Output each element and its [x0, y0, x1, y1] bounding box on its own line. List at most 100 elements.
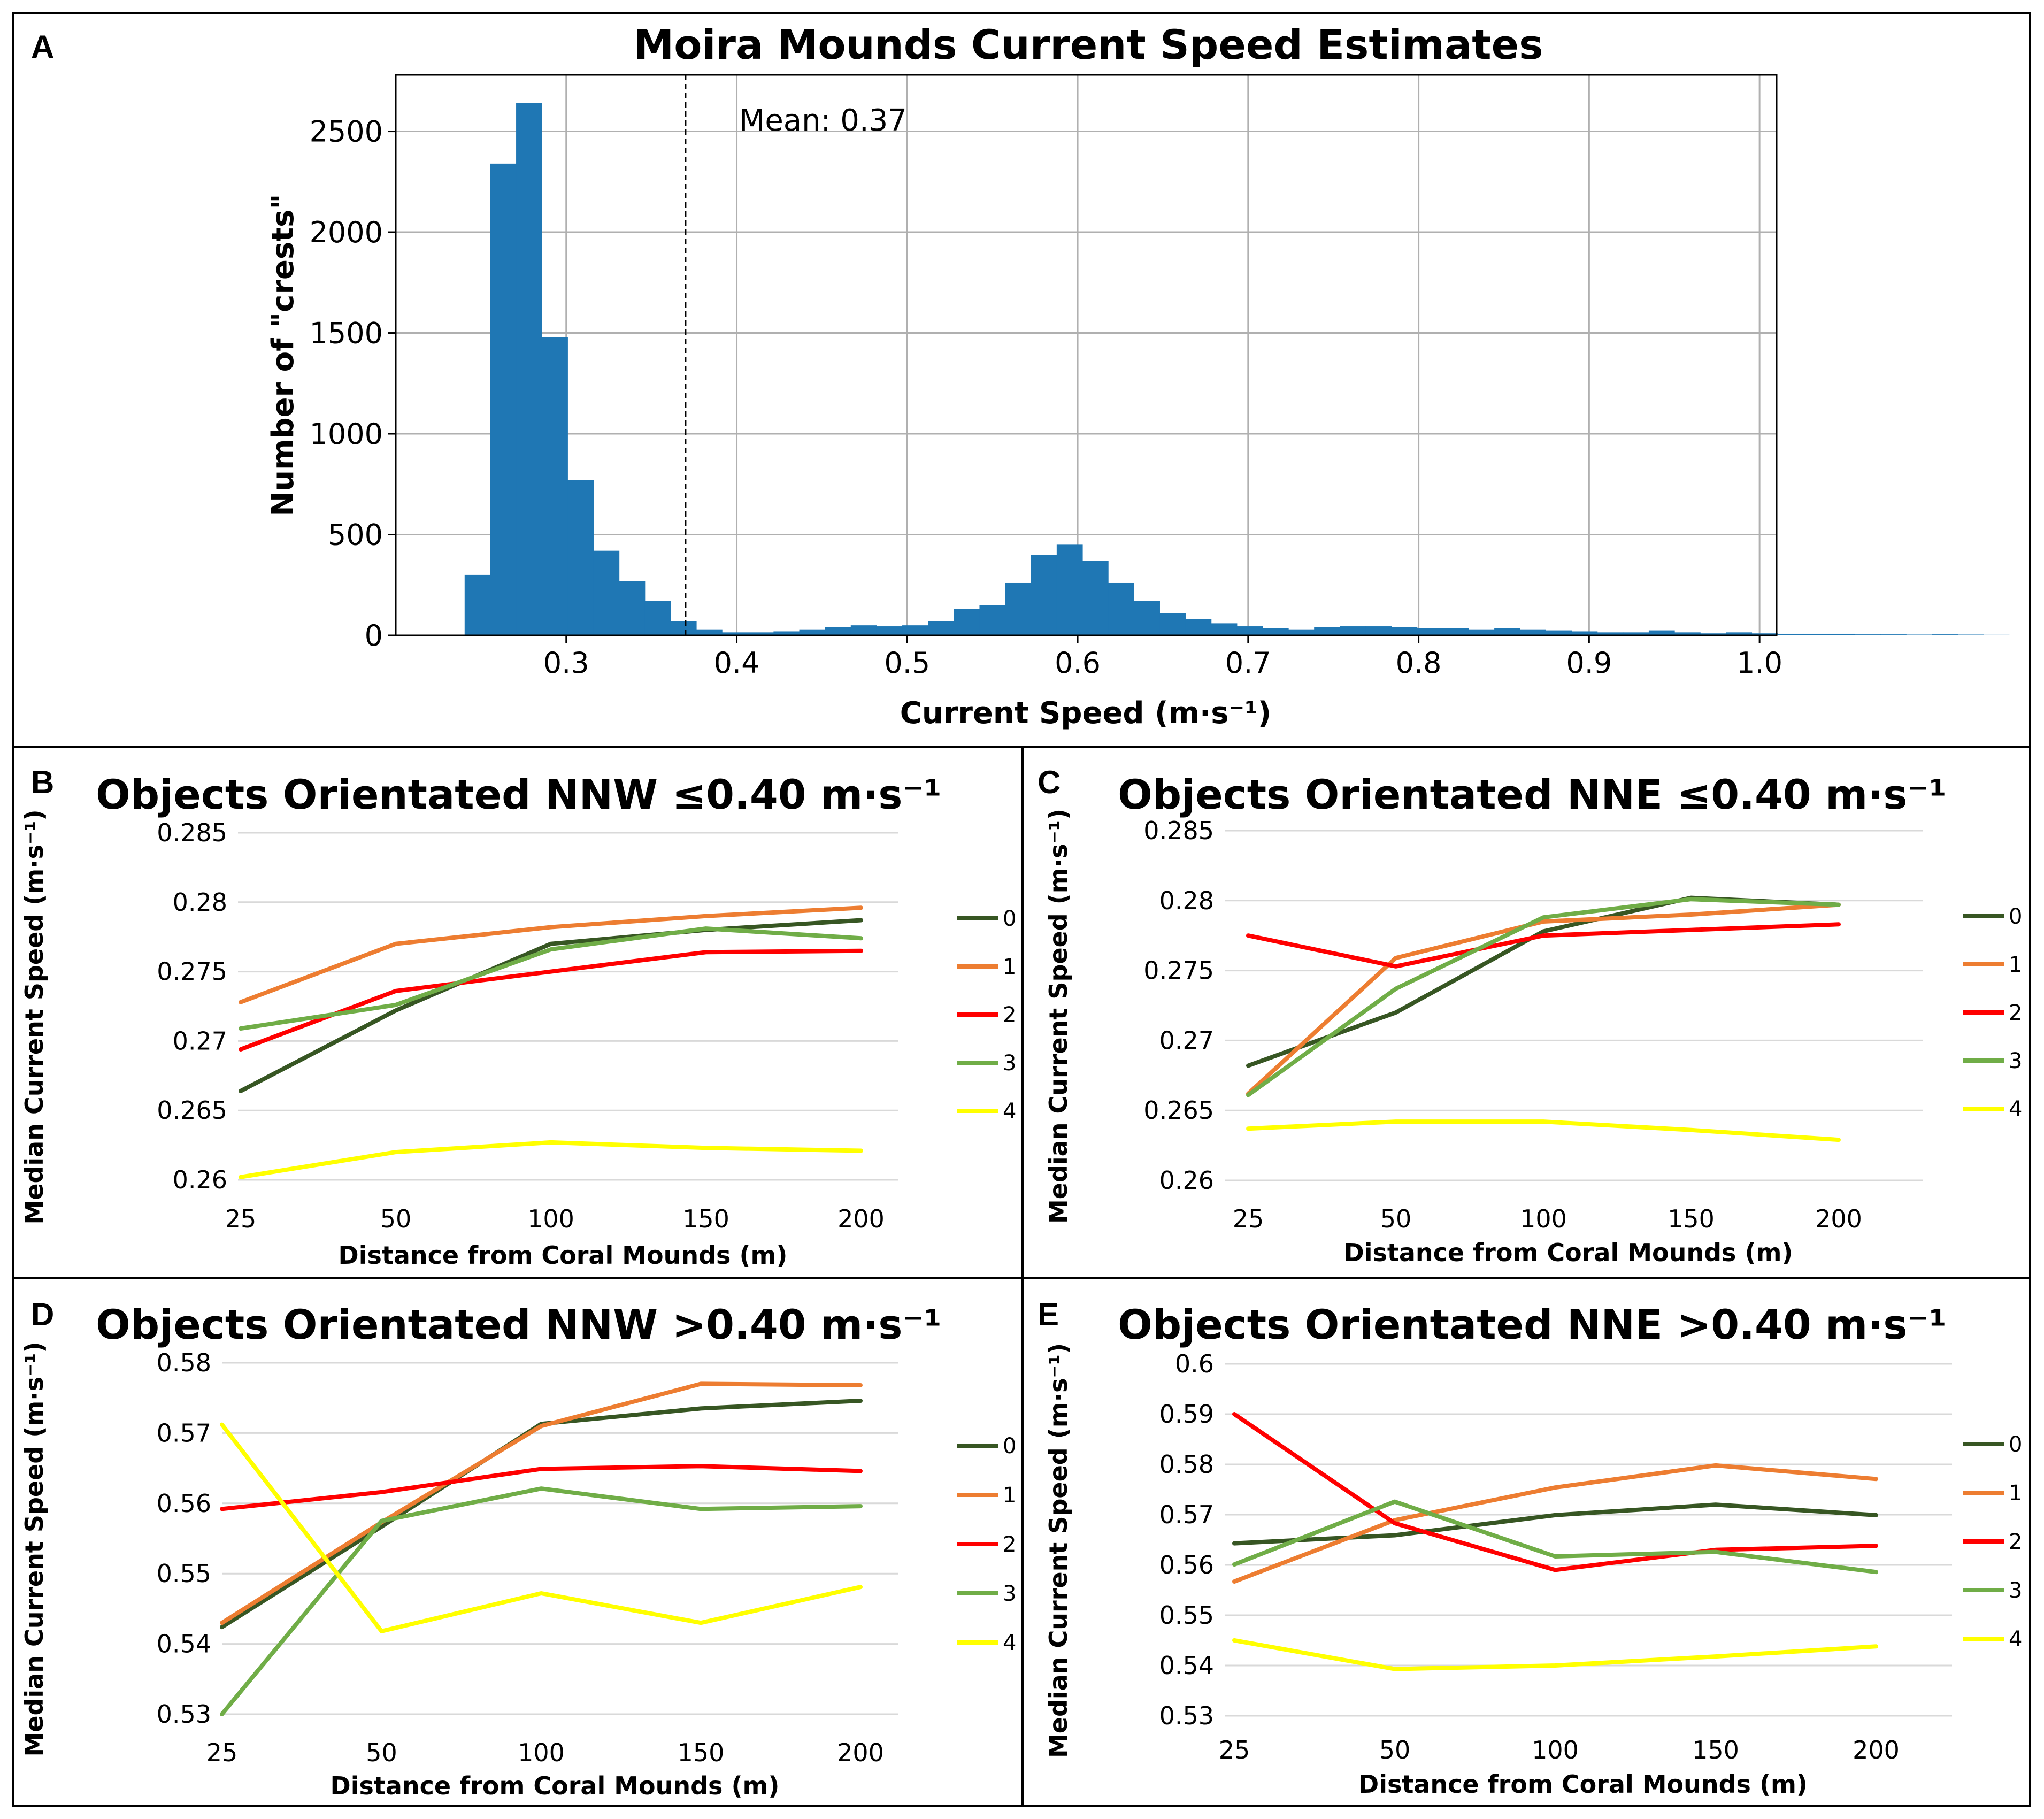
histogram-bar — [1031, 555, 1057, 635]
nnw-high-speed-chart: 0.53 0.54 0.55 0.56 0.57 0.58 25 50 100 150 200 0 1 2… — [20, 1301, 1016, 1800]
histogram-bar — [1005, 582, 1032, 635]
histogram-bar — [1854, 634, 1881, 635]
y-tick-label: 0.58 — [157, 1348, 211, 1377]
histogram-bar — [619, 581, 646, 635]
histogram-bar — [1828, 633, 1855, 635]
histogram-bar — [928, 621, 954, 635]
panel-b-letter: B — [31, 764, 54, 800]
y-tick-label: 0.26 — [1159, 1166, 1214, 1195]
series-line-3 — [1232, 1499, 1878, 1575]
histogram-bar — [1880, 634, 1907, 635]
x-tick-label: 200 — [1815, 1204, 1862, 1233]
series-line-3 — [239, 926, 863, 1031]
series-line-2 — [1232, 1412, 1878, 1572]
histogram-bar — [902, 625, 928, 635]
legend-label-1: 1 — [2009, 1481, 2022, 1506]
histogram-bar — [1442, 628, 1469, 635]
x-tick-label: 0.5 — [884, 646, 930, 680]
y-tick-label: 0.275 — [1143, 956, 1214, 985]
series-line-0 — [1232, 1502, 1878, 1546]
histogram-bar — [979, 605, 1006, 635]
panel-e: E 0.530.540.550.560.570.580.590.625 50 100… — [1021, 1277, 2031, 1807]
histogram-bar — [1494, 628, 1520, 635]
histogram-bar — [1957, 634, 1984, 635]
series-line-1 — [239, 905, 863, 1004]
histogram-bar — [1262, 628, 1289, 635]
histogram-bar — [1417, 628, 1443, 635]
panel-b: B 0.26 0.265 0.27 0.275 0.28 0.285 25 50 100 150 2… — [12, 746, 1024, 1279]
y-tick-label: 1500 — [310, 317, 383, 350]
x-tick-label: 100 — [527, 1204, 574, 1233]
legend-label-4: 4 — [1003, 1631, 1016, 1655]
y-tick-label: 0.54 — [1159, 1651, 1214, 1680]
y-tick-label: 0.56 — [157, 1489, 211, 1518]
mean-annotation: Mean: 0.37 — [739, 103, 907, 138]
y-tick-label: 0.55 — [157, 1559, 211, 1588]
legend-label-4: 4 — [1003, 1099, 1016, 1124]
legend-label-4: 4 — [2009, 1097, 2022, 1122]
histogram-bar — [1520, 629, 1546, 635]
histogram-bar — [696, 629, 723, 635]
legend-label-2: 2 — [1003, 1532, 1016, 1557]
y-tick-label: 0.57 — [1159, 1500, 1214, 1529]
histogram-bar — [1056, 544, 1083, 635]
histogram-bar — [1906, 634, 1932, 635]
y-tick-label: 0.27 — [173, 1026, 227, 1055]
series-line-2 — [220, 1464, 863, 1511]
x-tick-label: 150 — [678, 1738, 725, 1767]
histogram-bar — [722, 632, 748, 635]
x-tick-label: 200 — [837, 1738, 884, 1767]
y-tick-label: 0.57 — [157, 1418, 211, 1447]
histogram-bar — [1108, 582, 1134, 635]
y-tick-label: 0.53 — [1159, 1701, 1214, 1730]
histogram-bar — [516, 103, 542, 635]
legend-label-3: 3 — [2009, 1049, 2022, 1073]
histogram-bar — [1546, 630, 1572, 635]
histogram-bar — [1648, 630, 1675, 635]
series-line-4 — [220, 1422, 863, 1633]
series-line-4 — [1246, 1119, 1841, 1142]
x-axis-label: Distance from Coral Mounds (m) — [1358, 1770, 1808, 1799]
panel-d-letter: D — [31, 1296, 54, 1332]
x-tick-label: 0.8 — [1396, 646, 1442, 680]
histogram-bar — [1211, 623, 1238, 635]
legend-label-1: 1 — [1003, 955, 1016, 979]
x-tick-label: 100 — [1520, 1204, 1567, 1233]
series-line-4 — [239, 1140, 863, 1179]
histogram-bar — [464, 574, 491, 635]
histogram-bar — [773, 631, 800, 635]
histogram-bar — [1726, 632, 1753, 635]
x-tick-label: 50 — [366, 1738, 397, 1767]
legend-label-2: 2 — [1003, 1003, 1016, 1027]
histogram-bar — [1623, 632, 1649, 635]
y-tick-label: 2500 — [310, 115, 383, 149]
legend-label-2: 2 — [2009, 1001, 2022, 1025]
y-axis-label: Median Current Speed (m·s⁻¹) — [1044, 1343, 1073, 1758]
legend-label-0: 0 — [2009, 1432, 2022, 1457]
x-tick-label: 0.3 — [543, 646, 589, 680]
y-tick-label: 0.54 — [157, 1630, 211, 1659]
y-tick-label: 500 — [328, 518, 383, 552]
series-line-3 — [220, 1486, 863, 1716]
histogram-bar — [1340, 626, 1366, 635]
x-tick-label: 200 — [1853, 1736, 1900, 1764]
y-tick-label: 2000 — [310, 216, 383, 249]
x-tick-label: 50 — [1380, 1204, 1412, 1233]
chart-title: Objects Orientated NNW ≤0.40 m·s⁻¹ — [96, 771, 942, 818]
x-axis-label: Distance from Coral Mounds (m) — [339, 1241, 788, 1270]
panel-a: A Mean: 0.37 0.3 0.4 0.5 0.6 0.7 0.8 0.9 1.0 0 500… — [12, 12, 2031, 748]
y-tick-label: 0.28 — [1159, 886, 1214, 915]
panel-c-letter: C — [1038, 764, 1061, 800]
histogram-bar — [1597, 632, 1624, 635]
histogram-bar — [876, 626, 903, 635]
legend-label-3: 3 — [2009, 1578, 2022, 1603]
y-tick-label: 0.275 — [157, 957, 227, 986]
y-tick-label: 0.59 — [1159, 1400, 1214, 1429]
y-tick-label: 0.55 — [1159, 1601, 1214, 1630]
series-line-2 — [239, 948, 863, 1052]
histogram-bar — [1288, 629, 1315, 635]
y-tick-label: 0.26 — [173, 1165, 227, 1194]
chart-title: Objects Orientated NNE ≤0.40 m·s⁻¹ — [1118, 771, 1947, 818]
